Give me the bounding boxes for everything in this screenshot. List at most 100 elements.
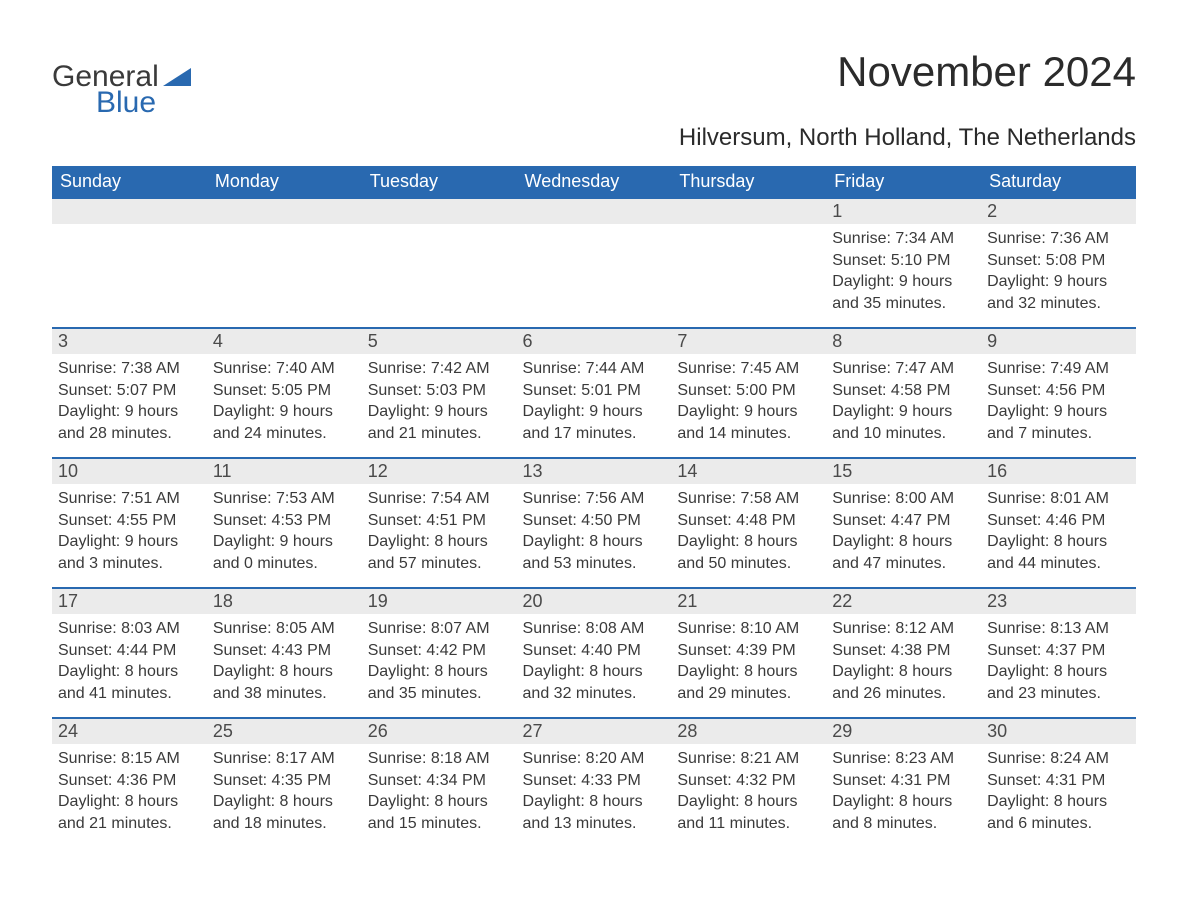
sunset-line: Sunset: 5:05 PM <box>213 380 356 402</box>
calendar-cell: 5Sunrise: 7:42 AMSunset: 5:03 PMDaylight… <box>362 327 517 457</box>
calendar-cell: 17Sunrise: 8:03 AMSunset: 4:44 PMDayligh… <box>52 587 207 717</box>
day-body: Sunrise: 8:07 AMSunset: 4:42 PMDaylight:… <box>362 614 517 710</box>
sunset-line: Sunset: 4:34 PM <box>368 770 511 792</box>
sunset-line: Sunset: 5:10 PM <box>832 250 975 272</box>
daynum-bar: 4 <box>207 327 362 354</box>
day-body: Sunrise: 7:42 AMSunset: 5:03 PMDaylight:… <box>362 354 517 450</box>
calendar-row: 1Sunrise: 7:34 AMSunset: 5:10 PMDaylight… <box>52 197 1136 327</box>
calendar-cell: 8Sunrise: 7:47 AMSunset: 4:58 PMDaylight… <box>826 327 981 457</box>
daynum-bar: 26 <box>362 717 517 744</box>
page-title: November 2024 <box>837 48 1136 96</box>
calendar-cell: 6Sunrise: 7:44 AMSunset: 5:01 PMDaylight… <box>517 327 672 457</box>
calendar-cell: 22Sunrise: 8:12 AMSunset: 4:38 PMDayligh… <box>826 587 981 717</box>
day-body: Sunrise: 8:01 AMSunset: 4:46 PMDaylight:… <box>981 484 1136 580</box>
calendar-cell: 10Sunrise: 7:51 AMSunset: 4:55 PMDayligh… <box>52 457 207 587</box>
calendar-cell: 28Sunrise: 8:21 AMSunset: 4:32 PMDayligh… <box>671 717 826 847</box>
daylight-line: Daylight: 9 hours and 10 minutes. <box>832 401 975 444</box>
daynum-bar: 29 <box>826 717 981 744</box>
day-body: Sunrise: 7:56 AMSunset: 4:50 PMDaylight:… <box>517 484 672 580</box>
calendar-table: SundayMondayTuesdayWednesdayThursdayFrid… <box>52 166 1136 847</box>
daynum-bar: 7 <box>671 327 826 354</box>
sunrise-line: Sunrise: 8:18 AM <box>368 748 511 770</box>
weekday-header: Monday <box>207 166 362 197</box>
sunset-line: Sunset: 4:38 PM <box>832 640 975 662</box>
daylight-line: Daylight: 8 hours and 53 minutes. <box>523 531 666 574</box>
sunset-line: Sunset: 4:46 PM <box>987 510 1130 532</box>
daylight-line: Daylight: 8 hours and 41 minutes. <box>58 661 201 704</box>
daylight-line: Daylight: 8 hours and 26 minutes. <box>832 661 975 704</box>
day-body: Sunrise: 7:36 AMSunset: 5:08 PMDaylight:… <box>981 224 1136 320</box>
daylight-line: Daylight: 8 hours and 13 minutes. <box>523 791 666 834</box>
daynum-bar-empty <box>671 197 826 224</box>
calendar-cell <box>517 197 672 327</box>
calendar-cell: 26Sunrise: 8:18 AMSunset: 4:34 PMDayligh… <box>362 717 517 847</box>
daylight-line: Daylight: 9 hours and 35 minutes. <box>832 271 975 314</box>
daylight-line: Daylight: 9 hours and 7 minutes. <box>987 401 1130 444</box>
weekday-header: Friday <box>826 166 981 197</box>
daylight-line: Daylight: 8 hours and 47 minutes. <box>832 531 975 574</box>
calendar-cell: 24Sunrise: 8:15 AMSunset: 4:36 PMDayligh… <box>52 717 207 847</box>
calendar-cell: 1Sunrise: 7:34 AMSunset: 5:10 PMDaylight… <box>826 197 981 327</box>
calendar-cell: 7Sunrise: 7:45 AMSunset: 5:00 PMDaylight… <box>671 327 826 457</box>
daynum-bar: 17 <box>52 587 207 614</box>
daynum-bar: 9 <box>981 327 1136 354</box>
sunrise-line: Sunrise: 7:40 AM <box>213 358 356 380</box>
daynum-bar: 25 <box>207 717 362 744</box>
calendar-cell: 9Sunrise: 7:49 AMSunset: 4:56 PMDaylight… <box>981 327 1136 457</box>
calendar-cell <box>671 197 826 327</box>
daylight-line: Daylight: 8 hours and 50 minutes. <box>677 531 820 574</box>
daynum-bar: 30 <box>981 717 1136 744</box>
sunrise-line: Sunrise: 8:08 AM <box>523 618 666 640</box>
daynum-bar: 19 <box>362 587 517 614</box>
sunrise-line: Sunrise: 7:38 AM <box>58 358 201 380</box>
daynum-bar: 27 <box>517 717 672 744</box>
daynum-bar: 15 <box>826 457 981 484</box>
sunrise-line: Sunrise: 8:21 AM <box>677 748 820 770</box>
daylight-line: Daylight: 8 hours and 35 minutes. <box>368 661 511 704</box>
sunset-line: Sunset: 4:58 PM <box>832 380 975 402</box>
calendar-body: 1Sunrise: 7:34 AMSunset: 5:10 PMDaylight… <box>52 197 1136 847</box>
calendar-cell: 18Sunrise: 8:05 AMSunset: 4:43 PMDayligh… <box>207 587 362 717</box>
daylight-line: Daylight: 8 hours and 11 minutes. <box>677 791 820 834</box>
sunset-line: Sunset: 4:43 PM <box>213 640 356 662</box>
weekday-header-row: SundayMondayTuesdayWednesdayThursdayFrid… <box>52 166 1136 197</box>
daynum-bar: 24 <box>52 717 207 744</box>
daylight-line: Daylight: 8 hours and 44 minutes. <box>987 531 1130 574</box>
calendar-cell: 19Sunrise: 8:07 AMSunset: 4:42 PMDayligh… <box>362 587 517 717</box>
day-body: Sunrise: 7:40 AMSunset: 5:05 PMDaylight:… <box>207 354 362 450</box>
day-body: Sunrise: 8:24 AMSunset: 4:31 PMDaylight:… <box>981 744 1136 840</box>
brand-word2: Blue <box>96 88 191 118</box>
sunrise-line: Sunrise: 8:12 AM <box>832 618 975 640</box>
weekday-header: Tuesday <box>362 166 517 197</box>
daynum-bar: 2 <box>981 197 1136 224</box>
daylight-line: Daylight: 8 hours and 38 minutes. <box>213 661 356 704</box>
calendar-cell <box>52 197 207 327</box>
sunset-line: Sunset: 4:50 PM <box>523 510 666 532</box>
day-body: Sunrise: 7:54 AMSunset: 4:51 PMDaylight:… <box>362 484 517 580</box>
sunset-line: Sunset: 4:36 PM <box>58 770 201 792</box>
day-body: Sunrise: 8:08 AMSunset: 4:40 PMDaylight:… <box>517 614 672 710</box>
sunrise-line: Sunrise: 8:13 AM <box>987 618 1130 640</box>
day-body: Sunrise: 8:00 AMSunset: 4:47 PMDaylight:… <box>826 484 981 580</box>
sunrise-line: Sunrise: 7:47 AM <box>832 358 975 380</box>
daynum-bar: 13 <box>517 457 672 484</box>
calendar-cell: 15Sunrise: 8:00 AMSunset: 4:47 PMDayligh… <box>826 457 981 587</box>
sunrise-line: Sunrise: 7:58 AM <box>677 488 820 510</box>
daylight-line: Daylight: 8 hours and 21 minutes. <box>58 791 201 834</box>
daylight-line: Daylight: 8 hours and 32 minutes. <box>523 661 666 704</box>
daynum-bar-empty <box>207 197 362 224</box>
daylight-line: Daylight: 8 hours and 23 minutes. <box>987 661 1130 704</box>
sunrise-line: Sunrise: 7:36 AM <box>987 228 1130 250</box>
day-body: Sunrise: 8:17 AMSunset: 4:35 PMDaylight:… <box>207 744 362 840</box>
daylight-line: Daylight: 9 hours and 17 minutes. <box>523 401 666 444</box>
sunrise-line: Sunrise: 7:51 AM <box>58 488 201 510</box>
sunrise-line: Sunrise: 8:10 AM <box>677 618 820 640</box>
day-body: Sunrise: 8:21 AMSunset: 4:32 PMDaylight:… <box>671 744 826 840</box>
calendar-cell: 12Sunrise: 7:54 AMSunset: 4:51 PMDayligh… <box>362 457 517 587</box>
daynum-bar: 12 <box>362 457 517 484</box>
calendar-row: 17Sunrise: 8:03 AMSunset: 4:44 PMDayligh… <box>52 587 1136 717</box>
day-body: Sunrise: 8:23 AMSunset: 4:31 PMDaylight:… <box>826 744 981 840</box>
daynum-bar: 3 <box>52 327 207 354</box>
sunset-line: Sunset: 4:44 PM <box>58 640 201 662</box>
day-body: Sunrise: 8:10 AMSunset: 4:39 PMDaylight:… <box>671 614 826 710</box>
